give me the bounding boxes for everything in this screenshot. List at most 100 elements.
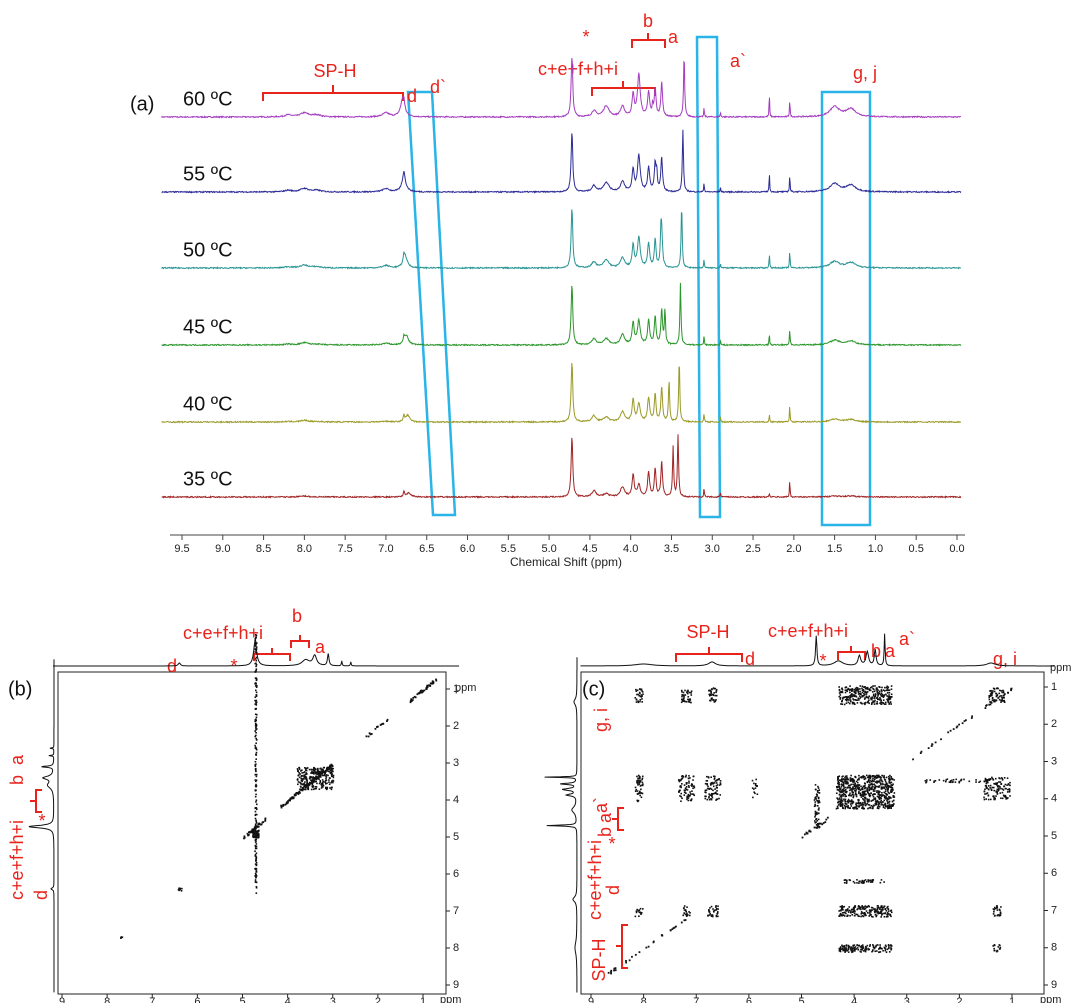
peak-dot	[647, 945, 650, 948]
peak-dot	[952, 728, 955, 730]
peak-dot	[871, 686, 873, 688]
peak-dot	[868, 912, 871, 914]
peak-dot	[805, 831, 808, 834]
peak-dot	[845, 912, 847, 915]
peak-dot	[888, 951, 891, 953]
peak-dot	[887, 698, 889, 701]
peak-dot	[997, 946, 1000, 948]
peak-dot	[254, 810, 257, 813]
annotation: SP-H	[589, 938, 609, 981]
peak-dot	[255, 807, 258, 809]
peak-dot	[873, 946, 875, 949]
peak-dot	[879, 702, 881, 704]
peak-dot	[869, 945, 871, 947]
peak-dot	[426, 684, 429, 687]
peak-dot	[871, 691, 874, 693]
peak-dot	[255, 886, 258, 889]
peak-dot	[121, 936, 124, 939]
peak-dot	[862, 807, 865, 810]
bracket	[290, 635, 310, 648]
peak-dot	[877, 694, 879, 697]
peak-dot	[880, 799, 883, 802]
peak-dot	[712, 792, 715, 795]
peak-dot	[889, 910, 892, 912]
peak-dot	[253, 828, 256, 831]
peak-dot	[879, 698, 882, 701]
peak-dot	[986, 787, 988, 789]
peak-dot	[846, 781, 849, 784]
peak-dot	[683, 784, 686, 786]
peak-dot	[993, 789, 996, 792]
peak-dot	[297, 781, 300, 783]
y-tick-label: 1	[1051, 681, 1057, 693]
peak-dot	[368, 732, 371, 735]
peak-dot	[877, 774, 880, 777]
peak-dot	[243, 835, 246, 838]
peak-dot	[255, 869, 258, 872]
peak-dot	[846, 949, 849, 952]
peak-dot	[314, 768, 317, 771]
peak-dot	[838, 793, 841, 796]
peak-dot	[882, 801, 884, 803]
peak-dot	[325, 782, 327, 785]
peak-dot	[844, 775, 847, 778]
peak-dot	[862, 799, 865, 801]
peak-dot	[252, 828, 255, 831]
peak-dot	[863, 807, 866, 810]
peak-dot	[883, 799, 886, 802]
peak-dot	[888, 913, 890, 915]
peak-dot	[843, 946, 846, 948]
peak-dot	[870, 906, 873, 909]
peak-dot	[246, 832, 249, 835]
peak-dot	[887, 786, 890, 789]
peak-dot	[719, 780, 722, 782]
peak-dot	[925, 781, 927, 784]
peak-dot	[817, 801, 819, 804]
peak-dot	[993, 915, 996, 917]
peak-dot	[986, 779, 988, 781]
peak-dot	[310, 768, 313, 771]
peak-dot	[801, 836, 804, 839]
peak-dot	[868, 909, 871, 911]
peak-dot	[255, 751, 258, 754]
peak-dot	[303, 771, 305, 774]
peak-dot	[680, 778, 683, 780]
peak-dot	[1003, 697, 1005, 699]
peak-dot	[319, 776, 322, 778]
peak-dot	[878, 803, 880, 805]
peak-dot	[877, 906, 880, 909]
peak-dot	[305, 786, 307, 789]
peak-dot	[330, 771, 333, 773]
peak-dot	[855, 686, 858, 689]
peak-dot	[303, 782, 305, 785]
peak-dot	[847, 805, 850, 807]
peak-dot	[852, 795, 855, 797]
peak-dot	[689, 911, 691, 914]
peak-dot	[254, 834, 256, 837]
peak-dot	[640, 788, 642, 791]
peak-dot	[987, 785, 990, 787]
peak-dot	[710, 794, 712, 797]
peak-dot	[837, 789, 840, 791]
peak-dot	[888, 800, 891, 803]
peak-dot	[686, 691, 688, 694]
peak-dot	[840, 803, 843, 806]
peak-dot	[751, 779, 754, 782]
peak-dot	[816, 805, 819, 807]
peak-dot	[843, 793, 846, 796]
peak-dot	[975, 781, 977, 783]
peak-dot	[860, 776, 863, 779]
y-tick-label: 8	[453, 942, 459, 954]
peak-dot	[429, 685, 432, 687]
peak-dot	[875, 914, 878, 917]
peak-dot	[858, 880, 860, 883]
peak-dot	[862, 947, 865, 949]
peak-dot	[890, 785, 893, 787]
peak-dot	[839, 949, 841, 952]
peak-dot	[883, 690, 886, 692]
peak-dot	[876, 791, 878, 794]
peak-dot	[849, 914, 851, 917]
peak-dot	[328, 783, 331, 786]
peak-dot	[673, 926, 676, 929]
peak-dot	[878, 798, 881, 800]
